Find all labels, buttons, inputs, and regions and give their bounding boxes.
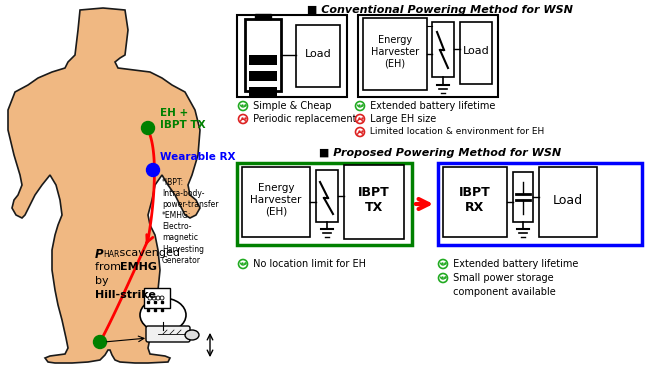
Text: Load: Load	[463, 46, 489, 56]
Bar	[363, 18, 427, 90]
Bar	[344, 165, 404, 239]
Text: P: P	[95, 248, 104, 261]
Text: Energy
Harvester
(EH): Energy Harvester (EH)	[371, 36, 419, 68]
Text: EMHG: EMHG	[120, 262, 157, 272]
Text: component available: component available	[450, 287, 556, 297]
Circle shape	[93, 336, 106, 348]
Bar	[438, 163, 642, 245]
Bar	[242, 167, 310, 237]
Bar	[237, 15, 347, 97]
FancyBboxPatch shape	[146, 326, 190, 342]
Text: Load: Load	[553, 194, 583, 206]
Text: Small power storage: Small power storage	[450, 273, 554, 283]
Ellipse shape	[140, 298, 186, 332]
Ellipse shape	[185, 330, 199, 340]
Text: scavenged: scavenged	[116, 248, 180, 258]
Text: Wearable RX: Wearable RX	[160, 152, 236, 162]
Text: Load: Load	[304, 49, 332, 59]
Text: Simple & Cheap: Simple & Cheap	[250, 101, 332, 111]
Text: Energy
Harvester
(EH): Energy Harvester (EH)	[251, 183, 302, 217]
Text: IBPT
TX: IBPT TX	[358, 186, 390, 214]
Circle shape	[147, 164, 160, 176]
Text: ■ Conventional Powering Method for WSN: ■ Conventional Powering Method for WSN	[303, 5, 573, 15]
Bar	[245, 19, 281, 91]
Bar	[432, 22, 454, 77]
Text: Extended battery lifetime: Extended battery lifetime	[450, 259, 578, 269]
Bar	[539, 167, 597, 237]
Polygon shape	[8, 8, 200, 363]
Text: Limited location & environment for EH: Limited location & environment for EH	[367, 127, 545, 137]
Text: Large EH size: Large EH size	[367, 114, 436, 124]
Text: *IBPT:
Intra-body-
power-transfer
*EMHG:
Electro-
magnetic
Harvesting
Generator: *IBPT: Intra-body- power-transfer *EMHG:…	[162, 178, 219, 265]
Text: HAR: HAR	[103, 250, 119, 259]
Text: EH +: EH +	[160, 108, 188, 118]
Text: Hill-strike: Hill-strike	[95, 290, 156, 300]
Bar	[296, 25, 340, 87]
FancyBboxPatch shape	[144, 288, 170, 308]
Text: Periodic replacement: Periodic replacement	[250, 114, 356, 124]
Bar	[255, 14, 271, 19]
Bar	[358, 15, 498, 97]
Text: by: by	[95, 276, 108, 286]
Bar	[249, 71, 277, 81]
Bar	[443, 167, 507, 237]
Bar	[316, 170, 338, 222]
Text: Extended battery lifetime: Extended battery lifetime	[367, 101, 495, 111]
Text: IBPT TX: IBPT TX	[160, 120, 206, 130]
Text: from: from	[95, 262, 125, 272]
Bar	[460, 22, 492, 84]
Bar	[237, 163, 412, 245]
Text: No location limit for EH: No location limit for EH	[250, 259, 366, 269]
Bar	[513, 172, 533, 222]
Bar	[249, 55, 277, 65]
Text: IBPT
RX: IBPT RX	[459, 186, 491, 214]
Text: ■ Proposed Powering Method for WSN: ■ Proposed Powering Method for WSN	[315, 148, 561, 158]
Circle shape	[141, 122, 154, 134]
Bar	[249, 87, 277, 97]
